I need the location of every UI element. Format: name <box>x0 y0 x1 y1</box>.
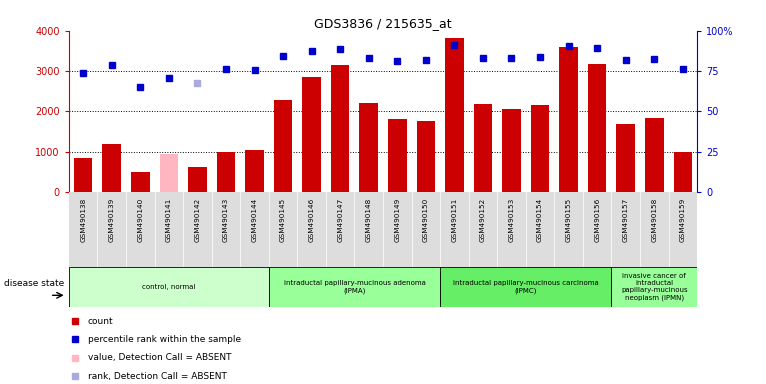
Text: GSM490143: GSM490143 <box>223 198 229 242</box>
Bar <box>103 144 121 192</box>
Text: GSM490158: GSM490158 <box>651 198 657 242</box>
Text: GSM490139: GSM490139 <box>109 198 115 242</box>
Text: intraductal papillary-mucinous adenoma
(IPMA): intraductal papillary-mucinous adenoma (… <box>283 280 425 294</box>
FancyBboxPatch shape <box>440 267 611 307</box>
Text: value, Detection Call = ABSENT: value, Detection Call = ABSENT <box>88 353 231 362</box>
Bar <box>188 167 207 192</box>
Text: GSM490141: GSM490141 <box>166 198 172 242</box>
Bar <box>331 65 349 192</box>
Text: GSM490140: GSM490140 <box>137 198 143 242</box>
Text: control, normal: control, normal <box>142 284 195 290</box>
Text: count: count <box>88 316 113 326</box>
Bar <box>245 150 264 192</box>
Text: GSM490147: GSM490147 <box>337 198 343 242</box>
Bar <box>445 38 463 192</box>
Text: percentile rank within the sample: percentile rank within the sample <box>88 335 241 344</box>
Text: GSM490154: GSM490154 <box>537 198 543 242</box>
FancyBboxPatch shape <box>611 267 697 307</box>
Text: GSM490142: GSM490142 <box>195 198 201 242</box>
Bar <box>359 103 378 192</box>
Text: GSM490155: GSM490155 <box>565 198 571 242</box>
Text: GSM490148: GSM490148 <box>365 198 372 242</box>
Text: GSM490146: GSM490146 <box>309 198 315 242</box>
Bar <box>473 104 493 192</box>
Bar <box>502 109 521 192</box>
Bar <box>273 100 293 192</box>
FancyBboxPatch shape <box>69 267 269 307</box>
Text: GSM490138: GSM490138 <box>80 198 87 242</box>
Bar <box>645 118 663 192</box>
Text: GSM490159: GSM490159 <box>679 198 686 242</box>
Text: GSM490152: GSM490152 <box>480 198 486 242</box>
Bar <box>217 152 235 192</box>
Text: GDS3836 / 215635_at: GDS3836 / 215635_at <box>314 17 452 30</box>
Bar <box>303 77 321 192</box>
Text: GSM490144: GSM490144 <box>251 198 257 242</box>
Text: GSM490157: GSM490157 <box>623 198 629 242</box>
Bar <box>673 152 692 192</box>
Bar <box>74 158 93 192</box>
FancyBboxPatch shape <box>269 267 440 307</box>
Text: rank, Detection Call = ABSENT: rank, Detection Call = ABSENT <box>88 372 227 381</box>
Bar <box>388 119 407 192</box>
Text: invasive cancer of
intraductal
papillary-mucinous
neoplasm (IPMN): invasive cancer of intraductal papillary… <box>621 273 688 301</box>
Bar <box>131 172 149 192</box>
Text: GSM490151: GSM490151 <box>451 198 457 242</box>
Text: GSM490150: GSM490150 <box>423 198 429 242</box>
Text: GSM490145: GSM490145 <box>280 198 286 242</box>
Bar <box>159 154 178 192</box>
Bar <box>531 105 549 192</box>
Text: GSM490149: GSM490149 <box>394 198 401 242</box>
Text: GSM490156: GSM490156 <box>594 198 600 242</box>
Bar <box>588 64 607 192</box>
Bar <box>559 47 578 192</box>
Bar <box>417 121 435 192</box>
Text: intraductal papillary-mucinous carcinoma
(IPMC): intraductal papillary-mucinous carcinoma… <box>453 280 599 294</box>
Bar <box>617 124 635 192</box>
Text: disease state: disease state <box>4 279 64 288</box>
Text: GSM490153: GSM490153 <box>509 198 515 242</box>
